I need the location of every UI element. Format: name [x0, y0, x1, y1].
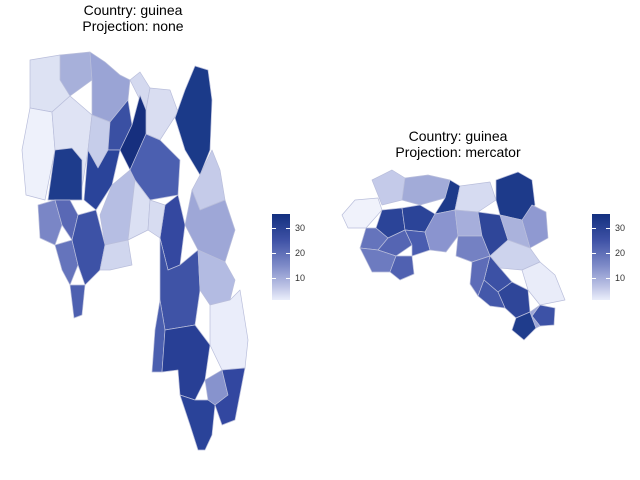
map-region — [179, 394, 216, 451]
map-region — [477, 279, 506, 309]
map-region — [69, 284, 86, 319]
left-legend-tickmark — [272, 228, 276, 229]
left-legend-tickmark — [286, 228, 290, 229]
map-region — [377, 229, 413, 257]
map-region — [454, 209, 483, 237]
map-region — [71, 209, 106, 286]
map-region — [454, 181, 497, 213]
right-legend-tick-10: 10 — [615, 273, 626, 283]
left-legend-colorbar — [272, 214, 290, 300]
right-legend-tick-20: 20 — [615, 248, 626, 258]
left-map-title: Country: guinea Projection: none — [58, 2, 208, 34]
right-title-projection: Projection: mercator — [395, 144, 521, 160]
right-legend-tickmark — [592, 278, 596, 279]
map-region — [404, 229, 431, 257]
map-region — [341, 197, 383, 229]
left-legend-tickmark — [272, 278, 276, 279]
right-legend-tickmark — [606, 253, 610, 254]
right-legend-tickmark — [606, 228, 610, 229]
map-region — [151, 299, 166, 373]
map-region — [511, 311, 537, 341]
right-legend-tickmark — [592, 253, 596, 254]
map-region — [521, 204, 549, 249]
left-legend-tickmark — [272, 253, 276, 254]
left-legend-tick-10: 10 — [295, 273, 306, 283]
left-title-country: Country: guinea — [83, 2, 183, 18]
map-region — [184, 189, 236, 263]
map-region — [99, 239, 133, 271]
map-region — [47, 147, 83, 201]
left-title-projection: Projection: none — [82, 18, 184, 34]
map-region — [54, 239, 79, 286]
map-region — [389, 255, 415, 281]
map-region — [214, 367, 246, 426]
map-region — [529, 304, 541, 329]
left-legend-tick-20: 20 — [295, 248, 306, 258]
right-legend-colorbar — [592, 214, 610, 300]
right-title-country: Country: guinea — [408, 128, 508, 144]
map-region — [83, 149, 121, 211]
right-legend-tickmark — [606, 278, 610, 279]
map-region — [401, 174, 451, 206]
left-legend: 30 20 10 — [272, 214, 312, 304]
right-legend-tick-30: 30 — [615, 223, 626, 233]
right-legend-tickmark — [592, 228, 596, 229]
left-legend-tick-30: 30 — [295, 223, 306, 233]
left-legend-tickmark — [286, 278, 290, 279]
right-map-title: Country: guinea Projection: mercator — [378, 128, 538, 160]
right-legend: 30 20 10 — [592, 214, 632, 304]
map-region — [37, 199, 63, 246]
left-legend-tickmark — [286, 253, 290, 254]
